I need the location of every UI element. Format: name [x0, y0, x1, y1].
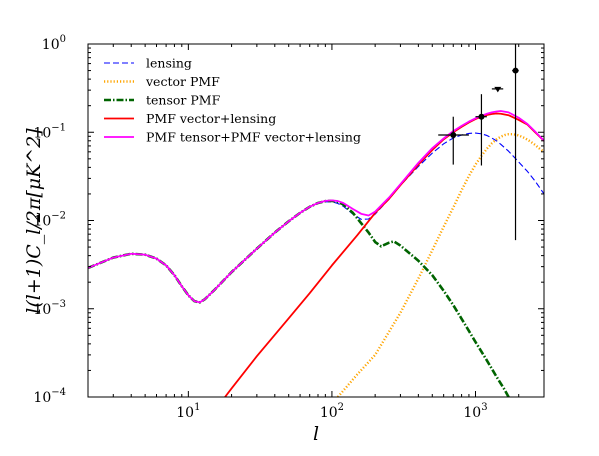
legend-item-vector-pmf: vector PMF — [104, 74, 220, 89]
series-line-vector-pmf — [336, 133, 544, 397]
point-marker — [478, 113, 485, 120]
axis-ticks: 101 102 103 10−4 10−3 10−2 10−1 100 — [33, 34, 545, 421]
y-tick-label: 10−3 — [33, 299, 66, 318]
y-tick-label: 10−1 — [33, 122, 66, 141]
triangle-marker — [494, 86, 502, 93]
series-line-pmf-tensor-pmf-vector-lensing — [88, 110, 544, 304]
legend-label: lensing — [146, 56, 192, 71]
y-tick-label: 10−2 — [33, 211, 66, 230]
x-tick-label: 103 — [463, 402, 487, 421]
data-point-4 — [512, 44, 519, 241]
legend-item-lensing: lensing — [104, 56, 192, 71]
y-tick-label: 100 — [42, 34, 66, 53]
legend-item-pmf-tensor-pmf-vector-lensing: PMF tensor+PMF vector+lensing — [104, 130, 361, 145]
point-marker — [512, 67, 519, 74]
point-marker — [450, 132, 457, 139]
legend-item-pmf-vector-lensing: PMF vector+lensing — [104, 111, 276, 126]
x-tick-label: 102 — [320, 402, 344, 421]
plot-area — [88, 44, 544, 397]
legend-label: tensor PMF — [146, 93, 221, 108]
data-point-3 — [491, 86, 504, 93]
x-tick-label: 101 — [176, 402, 200, 421]
data-point-1 — [438, 116, 469, 165]
legend-item-tensor-pmf: tensor PMF — [104, 93, 221, 108]
series-line-pmf-vector-lensing — [224, 112, 544, 397]
legend-label: PMF vector+lensing — [146, 111, 276, 126]
data-point-2 — [475, 94, 487, 166]
x-axis-label: l — [313, 423, 319, 445]
legend-label: PMF tensor+PMF vector+lensing — [146, 130, 361, 145]
series-line-lensing — [88, 132, 544, 303]
series-line-tensor-pmf — [88, 199, 510, 397]
legend-label: vector PMF — [145, 74, 220, 89]
legend: lensing vector PMF tensor PMF PMF vector+le… — [104, 56, 361, 145]
y-axis-label: l(l+1)C_l/2π[μK^2] — [23, 128, 45, 314]
y-tick-label: 10−4 — [33, 387, 66, 406]
